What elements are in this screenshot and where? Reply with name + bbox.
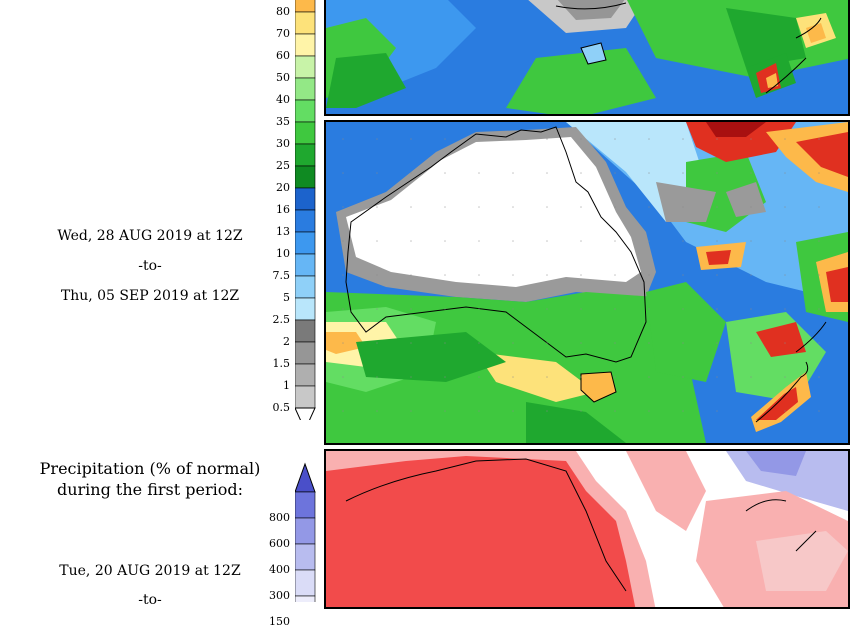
- colorbar-tick-label: 20: [276, 181, 290, 194]
- colorbar-swatch: [295, 11, 316, 35]
- colorbar-swatch: [295, 121, 316, 145]
- percent-colorbar-tick-label: 150: [269, 615, 290, 628]
- percent-colorbar-swatch: [295, 569, 316, 597]
- colorbar-swatch: [295, 341, 316, 365]
- map-panel-previous-period: [324, 0, 850, 116]
- precip-colorbar-top: [295, 0, 316, 420]
- colorbar-tick-label: 13: [276, 225, 290, 238]
- colorbar-tick-label: 2.5: [272, 313, 291, 326]
- colorbar-tick-label: 30: [276, 137, 290, 150]
- percent-colorbar: [295, 462, 317, 602]
- percent-colorbar-svg: [295, 462, 316, 602]
- percent-colorbar-tick-label: 300: [269, 589, 290, 602]
- colorbar-swatch: [295, 77, 316, 101]
- period-start-date: Wed, 28 AUG 2019 at 12Z: [57, 228, 243, 244]
- period-end-date: Thu, 05 SEP 2019 at 12Z: [60, 288, 240, 304]
- colorbar-swatch: [295, 55, 316, 79]
- colorbar-swatch: [295, 143, 316, 167]
- percent-colorbar-tick-label: 600: [269, 537, 290, 550]
- colorbar-tick-label: 80: [276, 5, 290, 18]
- percent-colorbar-swatch: [295, 491, 316, 519]
- map-panel-forecast-period: [324, 120, 850, 445]
- percent-colorbar-swatch: [295, 543, 316, 571]
- colorbar-swatch: [295, 187, 316, 211]
- colorbar-swatch: [295, 319, 316, 343]
- period-separator: -to-: [138, 258, 162, 274]
- colorbar-tick-label: 35: [276, 115, 290, 128]
- colorbar-swatch: [295, 363, 316, 387]
- colorbar-tick-label: 2: [283, 335, 290, 348]
- percent-map-svg: [326, 451, 848, 607]
- colorbar-swatch: [295, 385, 316, 409]
- colorbar-tick-label: 10: [276, 247, 290, 260]
- percent-colorbar-end-arrow: [295, 462, 316, 493]
- percent-colorbar-tick-label: 400: [269, 563, 290, 576]
- colorbar-swatch: [295, 33, 316, 57]
- percent-heading-line1: Precipitation (% of normal): [39, 459, 261, 478]
- colorbar-tick-label: 1.5: [272, 357, 291, 370]
- bottom-period-start-date: Tue, 20 AUG 2019 at 12Z: [59, 563, 241, 579]
- precip-map-middle-svg: [326, 122, 848, 443]
- colorbar-tick-label: 1: [283, 379, 290, 392]
- percent-colorbar-swatch: [295, 517, 316, 545]
- colorbar-tick-label: 0.5: [272, 401, 291, 414]
- colorbar-tick-label: 70: [276, 27, 290, 40]
- colorbar-tick-label: 25: [276, 159, 290, 172]
- colorbar-tick-label: 16: [276, 203, 290, 216]
- percent-colorbar-tick-label: 800: [269, 511, 290, 524]
- percent-heading-line2: during the first period:: [56, 480, 244, 499]
- colorbar-tick-label: 50: [276, 71, 290, 84]
- colorbar-swatch: [295, 0, 316, 13]
- colorbar-tick-label: 7.5: [272, 269, 291, 282]
- map-panel-percent-normal: [324, 449, 850, 609]
- precip-map-top-svg: [326, 0, 848, 114]
- colorbar-swatch: [295, 165, 316, 189]
- colorbar-swatch: [295, 99, 316, 123]
- percent-colorbar-swatch: [295, 595, 316, 602]
- colorbar-tick-label: 60: [276, 49, 290, 62]
- colorbar-top-svg: [295, 0, 316, 420]
- colorbar-tick-label: 40: [276, 93, 290, 106]
- colorbar-end-arrow: [295, 407, 316, 420]
- colorbar-tick-label: 5: [283, 291, 290, 304]
